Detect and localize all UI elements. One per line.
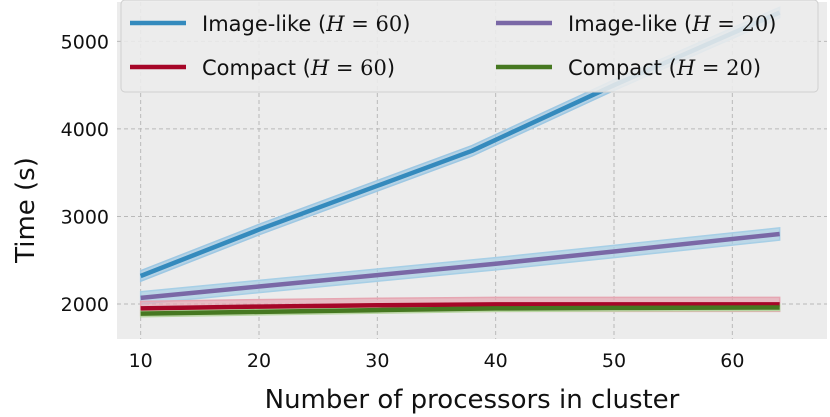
series-line — [140, 231, 780, 301]
legend: Image-like (H = 60) Image-like (H = 20) Co… — [120, 0, 819, 93]
y-tick-label: 2000 — [61, 294, 109, 316]
legend-label: Image-like (H = 60) — [202, 12, 410, 36]
series-line — [140, 305, 780, 316]
legend-label: Image-like (H = 20) — [568, 12, 776, 36]
series-line — [140, 302, 780, 311]
x-axis-ticks: 10 20 30 40 50 60 — [129, 350, 745, 372]
x-tick-label: 50 — [602, 350, 626, 372]
x-axis-label: Number of processors in cluster — [265, 385, 680, 415]
legend-box — [120, 0, 819, 93]
x-tick-label: 20 — [247, 350, 271, 372]
legend-label: Compact (H = 60) — [202, 56, 395, 80]
y-tick-label: 5000 — [61, 31, 109, 53]
legend-label: Compact (H = 20) — [568, 56, 761, 80]
x-tick-label: 60 — [720, 350, 744, 372]
series-lines — [139, 10, 781, 316]
y-tick-label: 3000 — [61, 206, 109, 228]
y-axis-ticks: 2000 3000 4000 5000 — [61, 31, 109, 316]
x-tick-label: 40 — [484, 350, 508, 372]
x-tick-label: 10 — [129, 350, 153, 372]
y-tick-label: 4000 — [61, 119, 109, 141]
x-tick-label: 30 — [365, 350, 389, 372]
y-axis-label: Time (s) — [11, 157, 41, 264]
